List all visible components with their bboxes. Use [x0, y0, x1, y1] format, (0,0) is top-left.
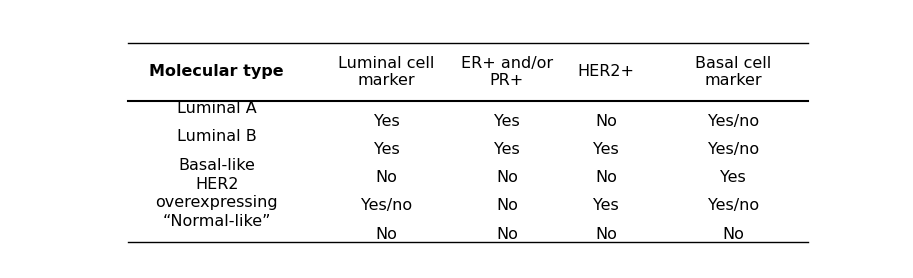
Text: Luminal B: Luminal B [177, 130, 257, 145]
Text: Yes: Yes [593, 142, 619, 157]
Text: Luminal cell
marker: Luminal cell marker [339, 56, 435, 88]
Text: No: No [496, 227, 518, 242]
Text: “Normal-like”: “Normal-like” [163, 214, 271, 229]
Text: Luminal A: Luminal A [177, 101, 257, 116]
Text: No: No [722, 227, 744, 242]
Text: Basal cell
marker: Basal cell marker [695, 56, 771, 88]
Text: Yes: Yes [593, 198, 619, 214]
Text: Yes: Yes [494, 142, 519, 157]
Text: Yes: Yes [494, 114, 519, 129]
Text: No: No [595, 227, 617, 242]
Text: No: No [375, 170, 397, 185]
Text: Yes/no: Yes/no [708, 114, 759, 129]
Text: Yes: Yes [373, 114, 399, 129]
Text: Molecular type: Molecular type [150, 64, 284, 80]
Text: Yes: Yes [373, 142, 399, 157]
Text: ER+ and/or
PR+: ER+ and/or PR+ [461, 56, 553, 88]
Text: HER2+: HER2+ [577, 64, 635, 80]
Text: Yes/no: Yes/no [361, 198, 412, 214]
Text: Yes/no: Yes/no [708, 198, 759, 214]
Text: HER2
overexpressing: HER2 overexpressing [155, 177, 278, 210]
Text: Basal-like: Basal-like [178, 158, 255, 173]
Text: No: No [496, 198, 518, 214]
Text: No: No [375, 227, 397, 242]
Text: No: No [595, 170, 617, 185]
Text: Yes: Yes [720, 170, 746, 185]
Text: No: No [595, 114, 617, 129]
Text: Yes/no: Yes/no [708, 142, 759, 157]
Text: No: No [496, 170, 518, 185]
